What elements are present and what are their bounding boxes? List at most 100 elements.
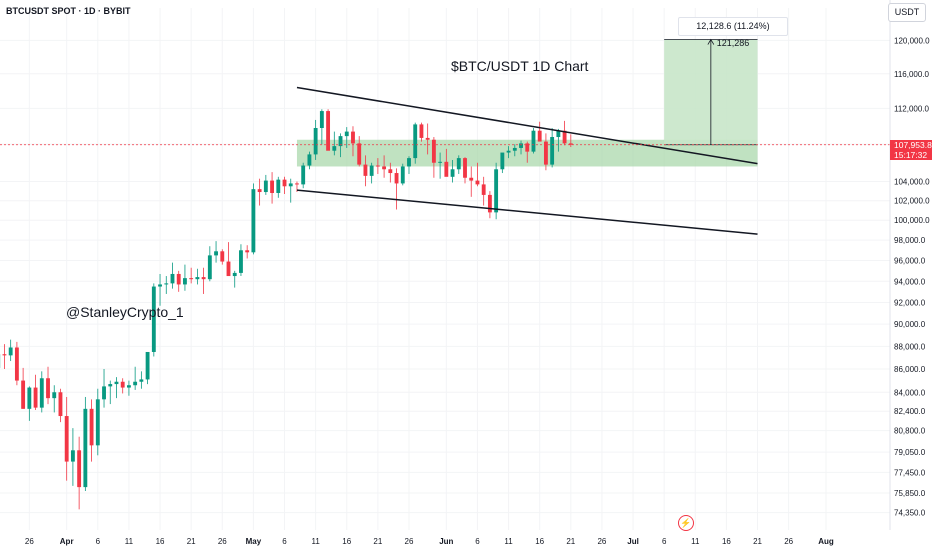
candle	[500, 152, 505, 174]
candle-body	[95, 399, 100, 446]
candle	[207, 246, 212, 282]
y-tick-label: 74,350.0	[894, 509, 926, 518]
candle	[562, 120, 567, 146]
target-arrow-head	[707, 38, 715, 45]
y-tick-label: 102,000.0	[894, 197, 930, 206]
candle	[183, 264, 187, 291]
candle-body	[319, 111, 324, 128]
candle	[450, 159, 455, 183]
candle-body	[344, 131, 349, 137]
candle-body	[400, 166, 405, 184]
candle-body	[357, 143, 362, 165]
candle	[102, 369, 106, 408]
candle	[114, 377, 119, 399]
x-tick-label: 26	[784, 537, 793, 546]
candle	[568, 134, 573, 148]
candle-body	[332, 146, 337, 151]
x-tick-label: 21	[753, 537, 762, 546]
candle-body	[388, 169, 393, 174]
candle-body	[102, 386, 106, 400]
candle	[463, 157, 467, 184]
candlestick-series	[0, 109, 573, 510]
candle	[413, 122, 418, 164]
candle	[375, 158, 380, 174]
candle	[108, 380, 113, 405]
x-tick-label: 16	[342, 537, 351, 546]
candle	[326, 109, 331, 151]
trendlines	[296, 86, 758, 235]
lightning-icon[interactable]: ⚡	[678, 515, 694, 531]
candle-body	[145, 351, 150, 380]
candle-body	[89, 408, 94, 446]
x-tick-label: 21	[566, 537, 575, 546]
candle	[369, 162, 374, 184]
candle-body	[307, 154, 312, 166]
candle-body	[456, 158, 461, 170]
candle	[58, 388, 63, 423]
symbol-header[interactable]: BTCUSDT SPOT · 1D · BYBIT	[6, 6, 131, 16]
candle-body	[450, 169, 455, 177]
x-tick-label: 26	[25, 537, 34, 546]
candle-body	[270, 180, 274, 193]
candle	[394, 168, 399, 210]
x-tick-label: 6	[282, 537, 287, 546]
candle-body	[251, 189, 256, 253]
candle-body	[562, 130, 567, 144]
currency-button[interactable]: USDT	[888, 3, 926, 22]
candle	[444, 148, 449, 177]
candle-body	[201, 277, 206, 280]
x-tick-label: 11	[125, 537, 134, 546]
candle-body	[83, 408, 88, 488]
y-tick-label: 82,400.0	[894, 407, 926, 416]
candle-body	[469, 177, 474, 181]
candle	[550, 127, 555, 168]
candle	[313, 119, 318, 160]
candle	[126, 380, 131, 396]
candle	[176, 270, 181, 292]
candle	[332, 131, 337, 156]
candle	[481, 176, 486, 206]
lower-trendline	[296, 189, 758, 235]
candle-body	[351, 131, 355, 144]
candle-body	[21, 380, 26, 409]
candle-body	[263, 180, 268, 193]
x-tick-label: 6	[96, 537, 101, 546]
candle	[251, 183, 256, 255]
candle-body	[556, 130, 561, 138]
candle	[77, 436, 82, 510]
y-tick-label: 84,000.0	[894, 388, 926, 397]
candle-body	[232, 272, 237, 277]
candle-body	[151, 286, 156, 352]
candle	[357, 136, 362, 167]
candle-body	[481, 184, 486, 195]
candle-body	[33, 387, 38, 408]
candle	[226, 242, 231, 277]
candle	[351, 126, 355, 157]
candle	[363, 155, 368, 187]
upper-trendline	[296, 86, 758, 165]
candle	[475, 162, 480, 187]
candle	[89, 399, 94, 462]
x-tick-label: 6	[662, 537, 667, 546]
candle	[245, 245, 250, 259]
candle-body	[537, 130, 542, 142]
y-tick-label: 116,000.0	[894, 70, 930, 79]
candle	[52, 385, 57, 413]
candle	[344, 127, 349, 148]
candle-body	[126, 385, 131, 388]
candle	[195, 268, 200, 285]
candle	[8, 339, 13, 362]
candle-body	[2, 354, 7, 356]
candle-body	[226, 261, 231, 277]
x-tick-label: 11	[691, 537, 700, 546]
candle	[27, 386, 32, 421]
candle	[232, 270, 237, 288]
candle-body	[164, 283, 169, 285]
x-tick-label: 21	[187, 537, 196, 546]
y-tick-label: 92,000.0	[894, 299, 926, 308]
candle-body	[282, 179, 287, 187]
candle	[512, 144, 517, 157]
candle-body	[438, 161, 443, 163]
candle	[456, 155, 461, 174]
